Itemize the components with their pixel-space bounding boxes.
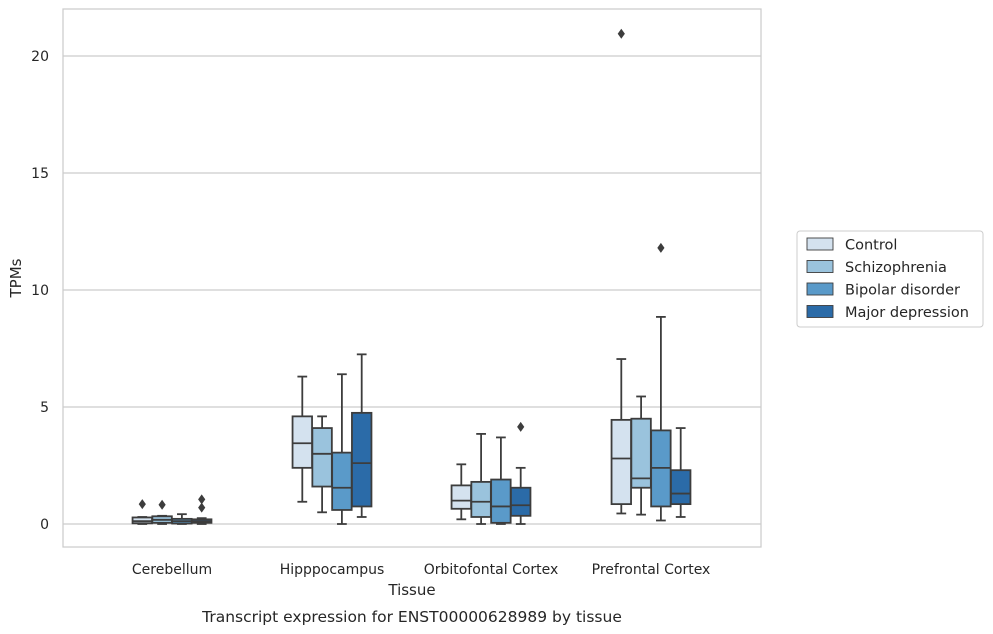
outlier-point [198, 502, 206, 513]
legend-swatch [806, 305, 834, 318]
y-tick-label: 5 [40, 400, 49, 416]
legend-swatch [806, 260, 834, 273]
box-major-depression [670, 427, 692, 518]
box-bipolar-disorder [331, 373, 353, 525]
x-tick-label: Prefrontal Cortex [592, 562, 711, 578]
box-iqr [351, 411, 373, 508]
chart-caption: Transcript expression for ENST0000062898… [201, 608, 622, 626]
legend-label: Control [845, 238, 897, 254]
box-major-depression [191, 494, 213, 525]
plot-frame [62, 8, 762, 548]
box-schizophrenia [151, 499, 173, 525]
outlier-point [617, 28, 625, 39]
box-iqr [470, 480, 492, 518]
x-tick-label: Hipppocampus [280, 562, 385, 578]
outlier-point [657, 242, 665, 253]
outlier-point [138, 499, 146, 510]
legend-swatch [806, 237, 834, 251]
box-iqr [610, 418, 632, 506]
outlier-point [517, 421, 525, 432]
box-iqr [630, 417, 652, 489]
box-major-depression [351, 353, 373, 518]
x-tick-labels: Cerebellum Hipppocampus Orbitofontal Corte… [132, 562, 710, 578]
box-iqr [490, 478, 512, 524]
box-major-depression [510, 421, 532, 525]
box-iqr [450, 484, 472, 510]
box-iqr [331, 451, 353, 511]
outlier-point [198, 494, 206, 505]
outlier-point [158, 499, 166, 510]
box-iqr [670, 469, 692, 506]
box-schizophrenia [630, 395, 652, 516]
x-axis-label: Tissue [387, 581, 435, 599]
y-tick-label: 15 [31, 166, 49, 182]
y-tick-label: 10 [31, 283, 49, 299]
box-bipolar-disorder [650, 242, 672, 522]
box-schizophrenia [311, 415, 333, 514]
legend-frame [796, 230, 984, 328]
box-iqr [291, 415, 313, 469]
box-control [610, 28, 632, 515]
boxes [131, 28, 692, 525]
box-iqr [510, 486, 532, 517]
x-tick-label: Orbitofontal Cortex [424, 562, 559, 578]
legend-label: Major depression [845, 305, 969, 321]
y-tick-label: 0 [40, 517, 49, 533]
legend-label: Bipolar disorder [845, 283, 960, 299]
legend-swatch [806, 282, 834, 296]
y-tick-labels: 0 5 10 15 20 [31, 49, 49, 533]
y-tick-label: 20 [31, 49, 49, 65]
box-iqr [311, 427, 333, 488]
x-tick-label: Cerebellum [132, 562, 212, 578]
legend-label: Schizophrenia [845, 260, 947, 276]
legend: Control Schizophrenia Bipolar disorder Majo… [796, 230, 984, 328]
box-control [291, 375, 313, 503]
y-axis-label: TPMs [7, 258, 25, 298]
